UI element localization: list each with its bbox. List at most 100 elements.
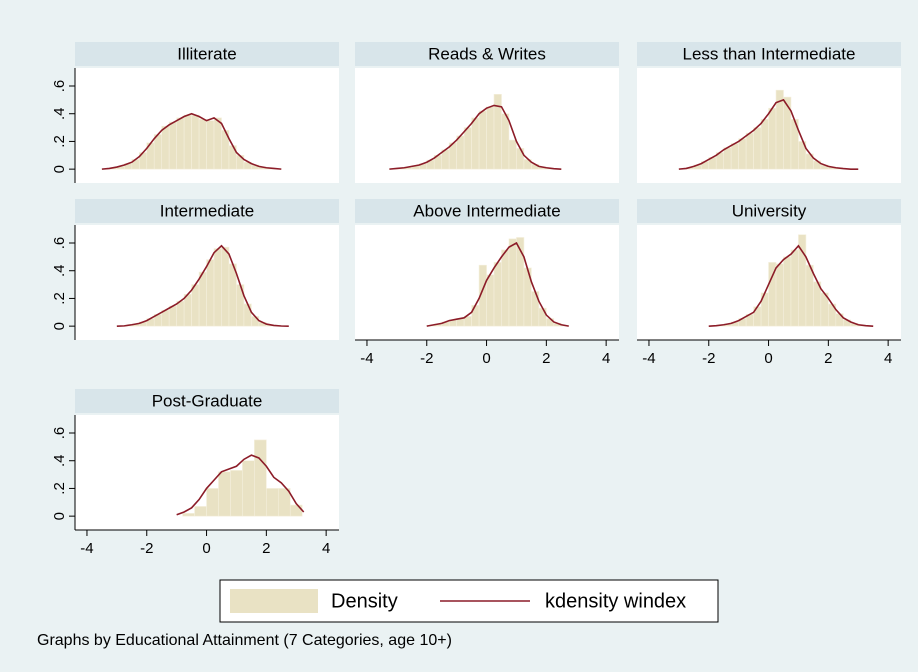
histogram-bar [168, 305, 177, 327]
histogram-bar [266, 488, 279, 517]
histogram-bar [176, 117, 185, 170]
histogram-bar [191, 284, 200, 327]
x-tick-label: 2 [824, 350, 832, 367]
histogram-bar [198, 118, 207, 170]
x-tick-label: 4 [884, 350, 892, 367]
histogram-bar [753, 127, 762, 170]
kdensity-line [426, 241, 569, 327]
y-tick-label: 0 [51, 322, 68, 330]
x-tick-label: 0 [202, 540, 210, 557]
x-tick-label: 0 [482, 350, 490, 367]
panel-title-bar [637, 42, 901, 66]
histogram-bar [501, 113, 510, 170]
histogram-bar [278, 488, 291, 517]
histogram-bar [738, 138, 747, 170]
histogram-bar [183, 114, 192, 170]
histogram-bar [723, 147, 732, 170]
histogram-bar [456, 135, 465, 170]
x-tick-label: 4 [322, 540, 330, 557]
histogram-bar [168, 121, 177, 170]
histogram-bar [191, 114, 200, 170]
histogram-bar [508, 139, 517, 170]
histogram-bar [228, 263, 237, 327]
histogram-bar [230, 470, 243, 517]
histogram-bar [768, 107, 777, 170]
histogram-bar [486, 274, 495, 327]
histogram-bar [153, 134, 163, 170]
histogram-bar [783, 256, 792, 327]
panel-title: Intermediate [160, 201, 255, 220]
y-tick-label: 0 [51, 512, 68, 520]
histogram-bar [194, 506, 207, 517]
histogram-bar [183, 293, 192, 327]
histogram-bar [546, 318, 555, 327]
panel-title-bar [355, 42, 619, 66]
x-tick-label: -2 [702, 350, 715, 367]
histogram-bar [516, 148, 525, 170]
y-tick-label: .6 [51, 237, 68, 250]
legend-swatch [230, 589, 318, 613]
histogram-bar [251, 316, 260, 327]
y-tick-label: .2 [51, 482, 68, 495]
kdensity-line [389, 104, 562, 170]
histogram-bar [478, 110, 487, 170]
panel-title: Post-Graduate [152, 391, 263, 410]
panel-title-bar [75, 42, 339, 66]
y-tick-label: .4 [51, 107, 68, 120]
note: Graphs by Educational Attainment (7 Cate… [37, 632, 452, 649]
x-tick-label: 2 [262, 540, 270, 557]
panel-title-bar [637, 199, 901, 223]
histogram-bar [501, 249, 510, 327]
histogram-bar [775, 263, 784, 327]
x-tick-label: -4 [80, 540, 93, 557]
histogram-bar [471, 117, 480, 170]
y-tick-label: 0 [51, 165, 68, 173]
histogram-bar [813, 281, 822, 327]
panel-title-bar [355, 199, 619, 223]
kdensity-line [176, 454, 305, 516]
histogram-bar [198, 271, 207, 327]
histogram-bar [242, 460, 255, 517]
histogram-bar [463, 127, 472, 170]
x-tick-label: 0 [764, 350, 772, 367]
histogram-bar [493, 262, 502, 327]
histogram-bar [289, 504, 303, 517]
histogram-bar [213, 117, 222, 170]
x-tick-label: -4 [360, 350, 373, 367]
y-tick-label: .4 [51, 264, 68, 277]
y-tick-label: .6 [51, 427, 68, 440]
x-tick-label: -2 [420, 350, 433, 367]
histogram-bar [206, 488, 219, 517]
histogram-bar [486, 106, 495, 170]
histogram-bar [161, 309, 170, 327]
kdensity-line [101, 112, 282, 170]
kdensity-line [708, 244, 874, 327]
legend-label: kdensity windex [545, 590, 686, 612]
histogram-bar [730, 143, 739, 170]
y-tick-label: .2 [51, 135, 68, 148]
histogram-bar [805, 264, 814, 327]
panel-title: Above Intermediate [413, 201, 560, 220]
panel-title-bar [75, 389, 339, 413]
histogram-bar [221, 246, 230, 327]
panel-title: Illiterate [177, 44, 237, 63]
histogram-bar [206, 259, 215, 327]
y-tick-label: .4 [51, 454, 68, 467]
y-tick-label: .6 [51, 80, 68, 93]
panel-title: University [732, 201, 807, 220]
x-tick-label: 4 [602, 350, 610, 367]
histogram-bar [218, 471, 231, 517]
histogram-bar [182, 513, 195, 517]
histogram-bar [471, 305, 480, 327]
y-tick-label: .2 [51, 292, 68, 305]
histogram-bar [538, 307, 547, 327]
kdensity-line [678, 98, 859, 170]
x-tick-label: -4 [642, 350, 655, 367]
histogram-bar [254, 439, 267, 517]
histogram-bar [508, 238, 517, 327]
legend-label: Density [331, 590, 398, 612]
panel-title: Reads & Writes [428, 44, 546, 63]
histogram-bar [243, 303, 252, 327]
